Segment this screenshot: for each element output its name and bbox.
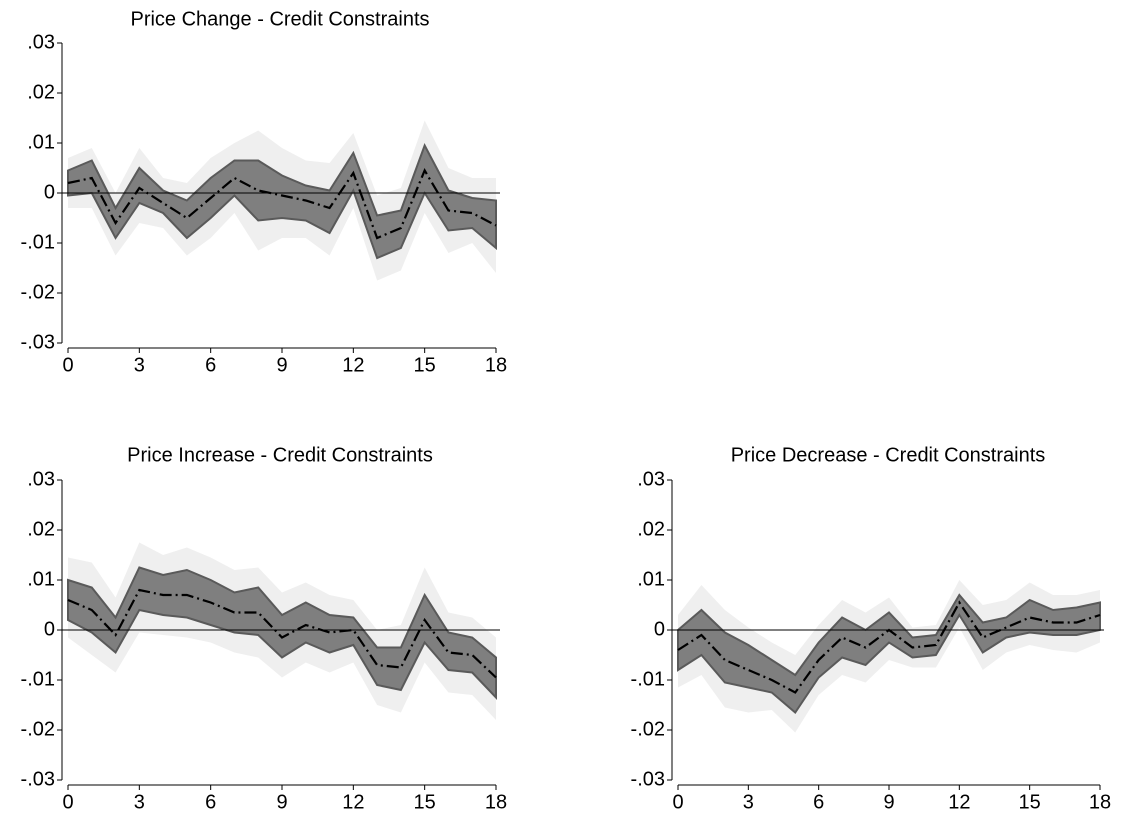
x-tick-label: 18 xyxy=(485,791,507,813)
x-tick-label: 9 xyxy=(276,354,287,376)
y-tick-label: 0 xyxy=(654,618,665,640)
x-tick-label: 12 xyxy=(948,791,970,813)
confidence-band xyxy=(67,143,497,260)
y-tick-label: -.01 xyxy=(21,231,55,253)
y-tick-label: -.01 xyxy=(631,668,665,690)
y-tick-label: -.02 xyxy=(631,718,665,740)
x-tick-label: 6 xyxy=(205,791,216,813)
x-tick-label: 0 xyxy=(672,791,683,813)
x-tick-label: 18 xyxy=(485,354,507,376)
estimate-line xyxy=(677,600,1101,694)
x-tick-label: 12 xyxy=(342,354,364,376)
y-tick-label: .02 xyxy=(27,81,55,103)
y-tick-label: -.01 xyxy=(21,668,55,690)
y-tick-label: .01 xyxy=(637,568,665,590)
chart-title: Price Change - Credit Constraints xyxy=(130,8,429,30)
x-tick-label: 0 xyxy=(62,791,73,813)
x-tick-label: 9 xyxy=(276,791,287,813)
y-tick-label: -.03 xyxy=(21,331,55,353)
y-tick-label: -.02 xyxy=(21,281,55,303)
x-tick-label: 9 xyxy=(883,791,894,813)
y-tick-label: -.03 xyxy=(21,768,55,790)
estimate-line xyxy=(67,168,497,240)
x-tick-label: 18 xyxy=(1089,791,1111,813)
y-tick-label: .03 xyxy=(27,468,55,490)
y-tick-label: .03 xyxy=(27,31,55,53)
y-tick-label: .02 xyxy=(637,518,665,540)
x-tick-label: 6 xyxy=(205,354,216,376)
x-tick-label: 15 xyxy=(414,791,436,813)
y-tick-label: -.03 xyxy=(631,768,665,790)
x-tick-label: 6 xyxy=(813,791,824,813)
x-tick-label: 15 xyxy=(414,354,436,376)
y-tick-label: .01 xyxy=(27,568,55,590)
y-tick-label: -.02 xyxy=(21,718,55,740)
x-tick-label: 0 xyxy=(62,354,73,376)
chart-title: Price Increase - Credit Constraints xyxy=(127,444,433,466)
y-tick-label: .03 xyxy=(637,468,665,490)
x-tick-label: 15 xyxy=(1019,791,1041,813)
y-tick-label: .02 xyxy=(27,518,55,540)
confidence-band xyxy=(67,566,497,701)
x-tick-label: 12 xyxy=(342,791,364,813)
chart-title: Price Decrease - Credit Constraints xyxy=(731,444,1046,466)
x-tick-label: 3 xyxy=(134,791,145,813)
x-tick-label: 3 xyxy=(743,791,754,813)
x-tick-label: 3 xyxy=(134,354,145,376)
y-tick-label: 0 xyxy=(44,181,55,203)
y-tick-label: .01 xyxy=(27,131,55,153)
y-tick-label: 0 xyxy=(44,618,55,640)
estimate-line xyxy=(67,588,497,679)
